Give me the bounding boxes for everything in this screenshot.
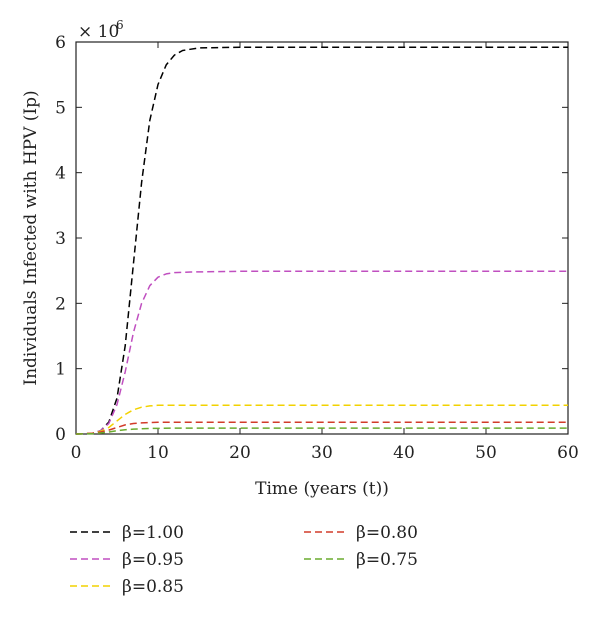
plot-frame [75, 41, 569, 435]
legend-label-4: β=0.75 [356, 550, 418, 570]
y-tick-label: 3 [55, 229, 66, 249]
legend-label-2: β=0.85 [122, 577, 184, 597]
series-line-2 [75, 404, 568, 435]
x-tick-label: 0 [71, 443, 82, 463]
x-axis-label: Time (years (t)) [255, 479, 389, 499]
series-line-1 [75, 270, 568, 435]
ticks: 0 10 20 30 40 50 60 0 1 2 3 4 5 6 [55, 33, 579, 463]
legend: β=1.00 β=0.95 β=0.85 β=0.80 β=0.75 [70, 523, 418, 597]
y-tick-label: 6 [55, 33, 66, 53]
x-tick-label: 50 [475, 443, 497, 463]
legend-label-1: β=0.95 [122, 550, 184, 570]
x-tick-label: 30 [311, 443, 333, 463]
series-line-0 [75, 46, 568, 435]
x-tick-label: 20 [229, 443, 251, 463]
y-multiplier-base: × 10 [78, 22, 119, 42]
y-tick-label: 2 [55, 294, 66, 314]
y-tick-label: 4 [55, 164, 66, 184]
y-tick-label: 1 [55, 360, 66, 380]
y-axis-label: Individuals Infected with HPV (Ip) [21, 90, 41, 385]
y-multiplier: × 10 6 [78, 18, 124, 42]
x-tick-label: 10 [147, 443, 169, 463]
y-multiplier-exponent: 6 [116, 18, 124, 32]
legend-label-3: β=0.80 [356, 523, 418, 543]
series-lines [75, 46, 568, 435]
y-tick-label: 0 [55, 425, 66, 445]
legend-label-0: β=1.00 [122, 523, 184, 543]
x-tick-label: 40 [393, 443, 415, 463]
x-tick-label: 60 [557, 443, 579, 463]
y-tick-label: 5 [55, 98, 66, 118]
